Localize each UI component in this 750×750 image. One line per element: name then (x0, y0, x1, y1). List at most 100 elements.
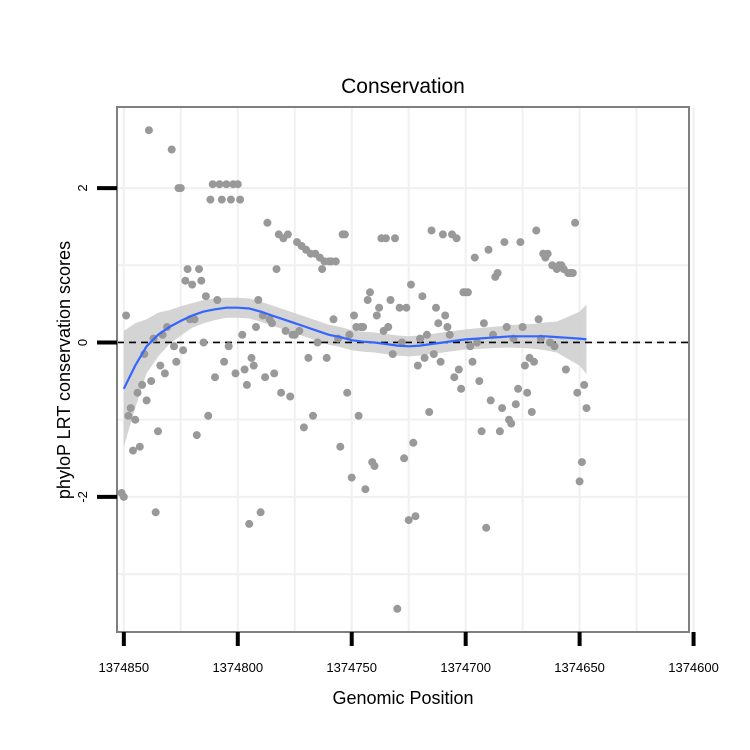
data-point (498, 404, 507, 413)
data-point (179, 346, 188, 355)
data-point (397, 338, 406, 347)
data-point (561, 365, 570, 374)
data-point (340, 230, 349, 239)
data-point (400, 454, 409, 463)
data-point (493, 269, 502, 277)
x-tick-label: 1374800 (212, 660, 263, 675)
data-point (418, 292, 427, 301)
y-axis-title: phyloP LRT conservation scores (54, 241, 74, 499)
data-point (409, 438, 418, 447)
data-point (470, 253, 479, 262)
data-point (240, 365, 249, 374)
data-point (133, 388, 142, 397)
data-point (222, 180, 231, 189)
data-point (429, 350, 438, 359)
data-point (138, 380, 147, 389)
data-point (359, 323, 368, 331)
x-tick-label: 1374700 (440, 660, 491, 675)
data-point (350, 311, 358, 320)
data-point (454, 365, 463, 374)
data-point (345, 330, 354, 339)
data-point (215, 180, 224, 189)
data-point (450, 373, 459, 382)
data-point (500, 238, 509, 247)
y-tick-label: 2 (75, 184, 90, 191)
data-point (199, 338, 208, 347)
data-point (256, 508, 265, 517)
data-point (336, 442, 345, 451)
data-point (208, 180, 217, 189)
data-point (226, 195, 235, 204)
data-point (514, 384, 523, 393)
chart-title: Conservation (341, 75, 465, 98)
data-point (441, 311, 450, 320)
data-point (507, 419, 516, 428)
data-point (245, 519, 254, 528)
data-point (160, 369, 169, 378)
data-point (422, 330, 431, 339)
data-point (568, 269, 577, 277)
data-point (233, 180, 242, 189)
data-point (452, 234, 461, 243)
y-tick-label: 0 (75, 339, 90, 346)
confidence-band (123, 297, 587, 447)
data-point (473, 338, 482, 347)
data-point (511, 400, 520, 409)
data-point (402, 303, 411, 312)
data-point (197, 276, 206, 285)
data-point (495, 427, 504, 436)
data-point (413, 361, 422, 370)
data-point (420, 353, 429, 362)
data-point (516, 238, 525, 247)
data-point (129, 446, 137, 455)
data-point (261, 373, 270, 382)
data-point (577, 458, 586, 467)
data-point (295, 326, 304, 335)
data-point (318, 265, 327, 274)
data-point (388, 350, 397, 359)
data-point (361, 485, 370, 494)
data-point (195, 265, 203, 274)
data-point (220, 357, 229, 366)
data-point (126, 404, 135, 413)
data-point (486, 396, 495, 405)
data-point (176, 184, 185, 193)
data-point (181, 276, 190, 285)
data-point (252, 323, 260, 331)
data-point (217, 195, 226, 204)
data-point (363, 296, 372, 304)
data-point (520, 361, 529, 370)
data-point (329, 315, 338, 324)
data-point (534, 315, 543, 324)
data-point (313, 338, 322, 347)
x-axis-title: Genomic Position (332, 688, 473, 708)
data-point (391, 234, 399, 243)
data-point (571, 218, 580, 227)
data-point (204, 411, 213, 420)
data-point (582, 404, 591, 413)
data-point (343, 388, 352, 397)
data-point (468, 357, 477, 366)
data-point (427, 226, 436, 235)
data-point (407, 280, 415, 289)
data-point (119, 492, 128, 501)
data-point (147, 377, 156, 386)
data-point (502, 323, 511, 331)
data-point (188, 280, 197, 289)
data-point (527, 408, 536, 416)
x-axis: 1374850 1374800 1374750 1374700 1374650 13746… (99, 632, 719, 675)
data-points (117, 126, 591, 613)
data-point (347, 473, 356, 482)
data-point (445, 330, 454, 339)
y-tick-label: -2 (75, 491, 90, 503)
data-point (309, 411, 317, 420)
data-point (404, 516, 413, 525)
data-point (170, 342, 178, 351)
data-point (135, 442, 144, 451)
data-point (393, 604, 402, 613)
data-point (144, 126, 153, 135)
data-point (475, 377, 484, 386)
x-tick-label: 1374850 (99, 660, 150, 675)
plot-panel (117, 107, 689, 632)
